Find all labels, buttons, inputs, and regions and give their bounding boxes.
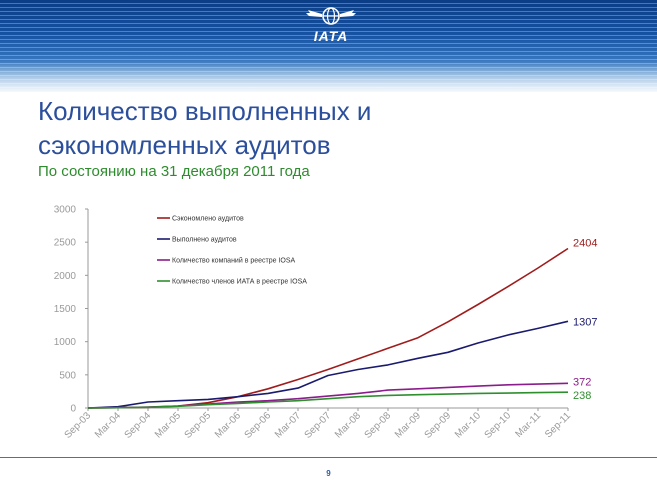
series-line-3 <box>87 382 569 409</box>
end-value-label-3: 372 <box>573 376 591 388</box>
y-tick-label: 2500 <box>54 238 77 249</box>
end-value-label-1: 2404 <box>573 238 597 250</box>
series-line-2 <box>87 320 569 409</box>
x-tick-label: Mar-08 <box>333 410 363 440</box>
x-tick-label: Mar-07 <box>273 410 303 440</box>
x-tick-label: Mar-06 <box>213 410 243 440</box>
y-tick-label: 1000 <box>54 337 77 348</box>
x-tick-label: Sep-03 <box>63 410 94 441</box>
end-value-label-4: 238 <box>573 390 591 402</box>
x-tick-label: Mar-11 <box>513 410 543 440</box>
y-tick-label: 3000 <box>54 205 77 216</box>
title-line-1: Количество выполненных и <box>38 96 372 126</box>
title-line-2: сэкономленных аудитов <box>38 130 331 160</box>
page-title: Количество выполненных и сэкономленных а… <box>38 94 371 162</box>
page-subtitle: По состоянию на 31 декабря 2011 года <box>38 163 310 180</box>
x-tick-label: Sep-06 <box>243 410 274 441</box>
end-value-label-2: 1307 <box>573 316 597 328</box>
y-tick-label: 0 <box>70 404 76 415</box>
header-fade <box>0 62 657 92</box>
logo-text: IATA <box>313 28 349 44</box>
x-tick-label: Sep-09 <box>423 410 454 441</box>
page-number: 9 <box>326 469 331 478</box>
x-tick-label: Mar-09 <box>393 410 423 440</box>
x-tick-label: Sep-08 <box>363 410 394 441</box>
y-tick-label: 2000 <box>54 271 77 282</box>
y-tick-label: 500 <box>59 370 76 381</box>
x-tick-label: Sep-04 <box>123 410 154 441</box>
x-tick-label: Mar-10 <box>453 410 483 440</box>
x-tick-label: Sep-10 <box>483 410 514 441</box>
legend-label-2: Выполнено аудитов <box>172 237 237 244</box>
x-tick-label: Sep-05 <box>183 410 214 441</box>
series-line-1 <box>87 247 569 409</box>
x-tick-label: Mar-05 <box>153 410 183 440</box>
legend-label-4: Количество членов ИАТА в реестре IOSA <box>172 279 307 286</box>
y-tick-label: 1500 <box>54 304 77 315</box>
x-tick-label: Sep-07 <box>303 410 334 441</box>
series-line-4 <box>87 391 569 409</box>
legend-label-3: Количество компаний в реестре IOSA <box>172 257 296 265</box>
globe-wings-icon <box>306 7 356 25</box>
header-banner: IATA <box>0 0 657 92</box>
legend-label-1: Сэкономлено аудитов <box>172 216 244 223</box>
x-tick-label: Mar-04 <box>93 410 123 440</box>
iata-logo: IATA <box>296 6 366 48</box>
footer-divider <box>0 457 657 458</box>
x-tick-label: Sep-11 <box>543 410 573 440</box>
